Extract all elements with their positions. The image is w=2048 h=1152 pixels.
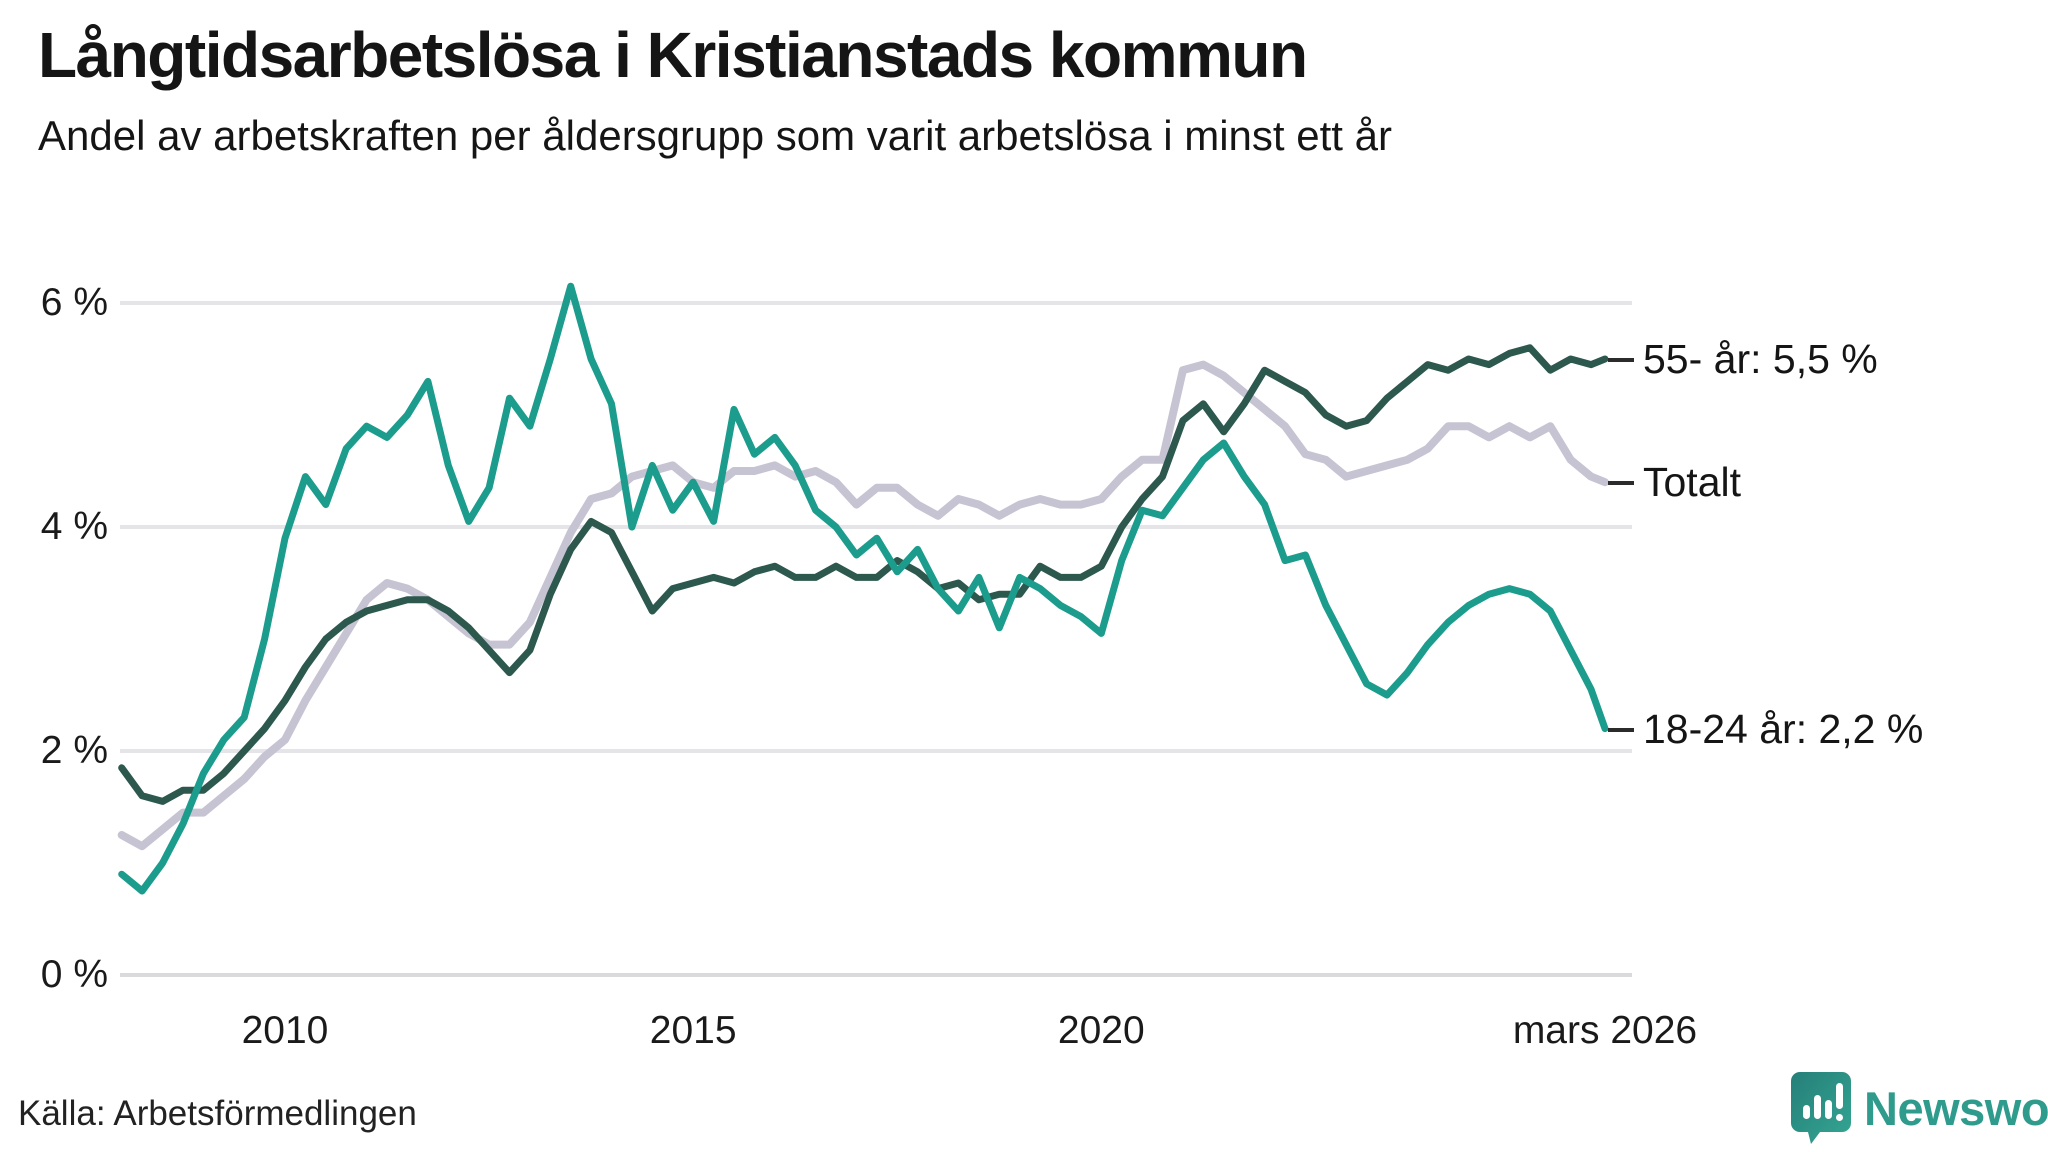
series-label-totalt: Totalt [1608,453,1741,511]
y-axis-tick-0: 0 % [40,953,108,996]
label-tick-dash [1608,481,1634,486]
series-label-55-ar: 55- år: 5,5 % [1608,330,1878,388]
label-tick-dash [1608,727,1634,732]
label-tick-dash [1608,358,1634,363]
series-label-text: Totalt [1643,459,1741,506]
series-label-text: 18-24 år: 2,2 % [1643,705,1924,752]
series-line-1 [118,344,1609,805]
series-line-2 [118,282,1609,895]
series-label-18-24-ar: 18-24 år: 2,2 % [1608,700,1923,758]
x-axis-tick-2015: 2015 [649,1009,737,1052]
page-subtitle: Andel av arbetskraften per åldersgrupp s… [38,112,1392,159]
newsworthy-wordmark: Newsworthy [1864,1081,2048,1135]
source-credit: Källa: Arbetsförmedlingen [18,1094,417,1133]
y-axis-tick-6: 6 % [40,281,108,324]
y-axis-tick-4: 4 % [40,505,108,548]
series-line-0 [117,360,1609,851]
x-axis-tick-mars-2026: mars 2026 [1512,1009,1698,1052]
series-label-text: 55- år: 5,5 % [1643,336,1878,382]
x-axis-tick-2010: 2010 [241,1009,329,1052]
y-axis-tick-2: 2 % [40,729,108,772]
x-axis-tick-2020: 2020 [1057,1009,1145,1052]
page-title: Långtidsarbetslösa i Kristianstads kommu… [38,19,1308,91]
newsworthy-logo[interactable]: Newsworthy [1790,1068,2048,1148]
newsworthy-icon [1791,1072,1851,1144]
